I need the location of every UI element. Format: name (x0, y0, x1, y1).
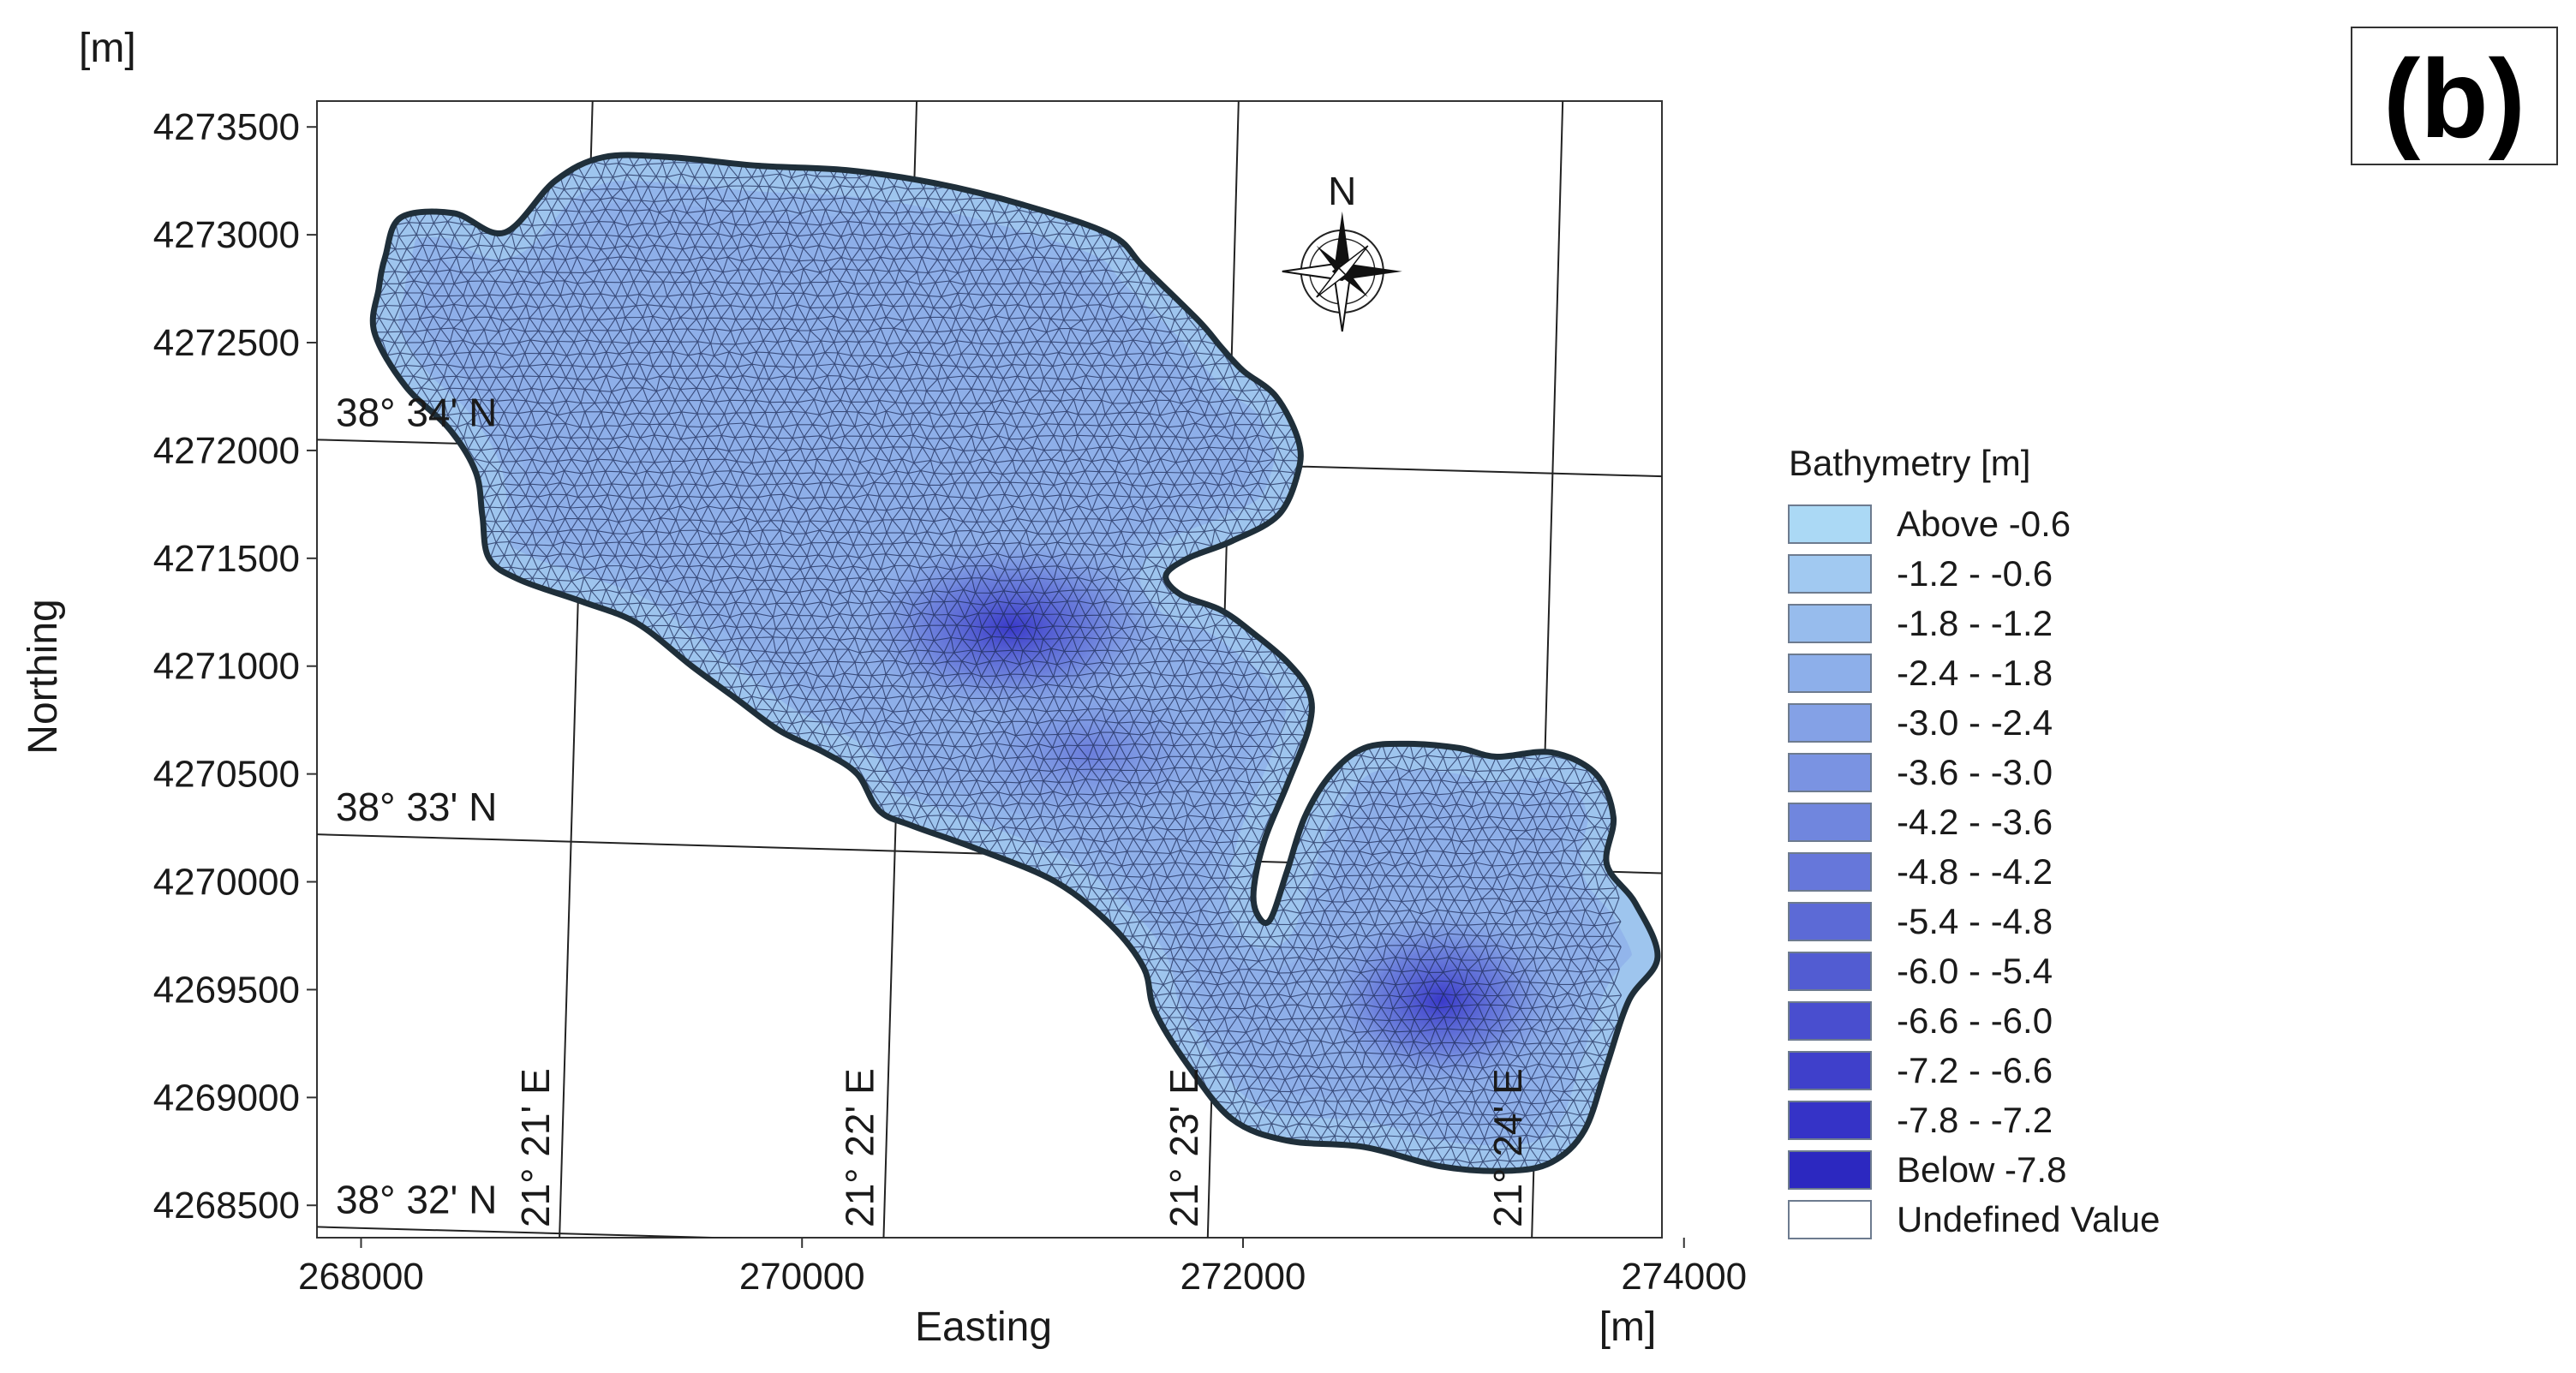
x-tick-label: 270000 (739, 1256, 865, 1298)
panel-label-box: (b) (2351, 27, 2558, 165)
legend-swatch (1788, 554, 1872, 594)
legend-swatch (1788, 1001, 1872, 1041)
legend-swatch (1788, 1101, 1872, 1140)
y-axis-unit: [m] (79, 26, 136, 71)
graticule-labels: 38° 34' N 38° 33' N 38° 32' N 21° 21' E 21° … (336, 390, 1530, 1227)
north-label: N (1328, 169, 1356, 213)
legend-label: -1.8 - -1.2 (1897, 603, 2053, 643)
legend-label: Above -0.6 (1897, 504, 2071, 544)
legend-swatch (1788, 952, 1872, 991)
longitude-label: 21° 24' E (1485, 1068, 1530, 1227)
legend-swatch (1788, 703, 1872, 743)
x-tick-label: 274000 (1621, 1256, 1747, 1298)
y-tick-label: 4273500 (153, 106, 300, 148)
legend-label: -3.6 - -3.0 (1897, 752, 2053, 792)
legend-label: -7.8 - -7.2 (1897, 1100, 2053, 1140)
legend-label: -3.0 - -2.4 (1897, 702, 2053, 743)
legend-label: Below -7.8 (1897, 1149, 2066, 1190)
lake-shoreline (369, 152, 1661, 1174)
legend-title: Bathymetry [m] (1789, 443, 2030, 483)
legend-label: -5.4 - -4.8 (1897, 901, 2053, 941)
legend-label: -1.2 - -0.6 (1897, 553, 2053, 594)
longitude-label: 21° 22' E (837, 1068, 882, 1227)
y-tick-label: 4268500 (153, 1185, 300, 1227)
legend-label: -4.8 - -4.2 (1897, 851, 2053, 892)
x-tick-label: 268000 (298, 1256, 424, 1298)
latitude-label: 38° 32' N (336, 1177, 497, 1221)
longitude-label: 21° 23' E (1162, 1068, 1206, 1227)
x-axis-ticks: 268000 270000 272000 274000 (298, 1238, 1747, 1298)
legend-label: Undefined Value (1897, 1199, 2160, 1239)
north-arrow-icon: N (1282, 169, 1402, 332)
legend-label: -2.4 - -1.8 (1897, 653, 2053, 693)
legend-swatch (1788, 654, 1872, 693)
x-tick-label: 272000 (1180, 1256, 1306, 1298)
y-tick-label: 4270500 (153, 754, 300, 796)
y-tick-label: 4271000 (153, 646, 300, 688)
legend: Bathymetry [m] Above -0.6 -1.2 - -0.6 -1.8… (1788, 443, 2160, 1239)
latitude-line (317, 1226, 744, 1238)
lake-mesh (369, 152, 1661, 1174)
y-tick-label: 4272000 (153, 430, 300, 472)
y-axis-title: Northing (21, 599, 66, 754)
x-axis-unit: [m] (1599, 1304, 1657, 1350)
latitude-label: 38° 33' N (336, 785, 497, 829)
y-tick-label: 4270000 (153, 862, 300, 904)
y-tick-label: 4269500 (153, 969, 300, 1011)
y-axis-ticks: 4268500 4269000 4269500 4270000 4270500 42710… (153, 106, 317, 1227)
latitude-label: 38° 34' N (336, 390, 497, 434)
legend-label: -6.0 - -5.4 (1897, 951, 2053, 991)
panel-label: (b) (2383, 36, 2525, 161)
legend-label: -4.2 - -3.6 (1897, 802, 2053, 842)
y-tick-label: 4272500 (153, 322, 300, 364)
deep-zone (967, 681, 1210, 824)
legend-swatch (1788, 753, 1872, 792)
y-tick-label: 4269000 (153, 1077, 300, 1119)
legend-swatch (1788, 1051, 1872, 1090)
legend-label: -6.6 - -6.0 (1897, 1000, 2053, 1041)
y-tick-label: 4273000 (153, 214, 300, 256)
legend-swatch (1788, 803, 1872, 842)
legend-label: -7.2 - -6.6 (1897, 1050, 2053, 1090)
legend-swatch (1788, 1150, 1872, 1190)
legend-swatch (1788, 852, 1872, 892)
x-axis-title: Easting (915, 1304, 1052, 1350)
legend-swatch (1788, 902, 1872, 941)
legend-swatch (1788, 1200, 1872, 1239)
y-tick-label: 4271500 (153, 538, 300, 580)
longitude-label: 21° 21' E (513, 1068, 558, 1227)
legend-swatch (1788, 604, 1872, 643)
legend-swatch (1788, 504, 1872, 544)
